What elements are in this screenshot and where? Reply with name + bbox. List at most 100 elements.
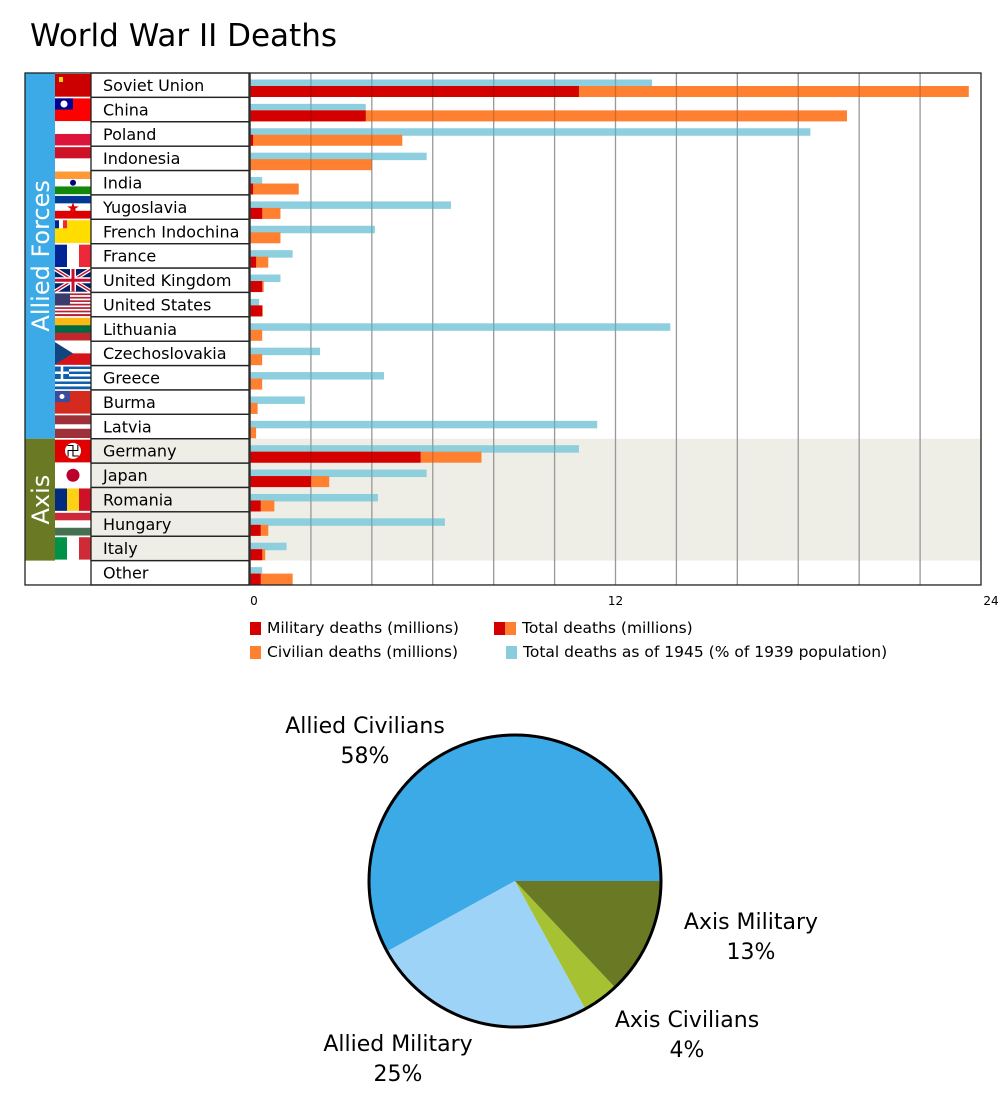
flag-stripe — [55, 122, 91, 135]
bar-total — [250, 427, 257, 439]
pie-label-allied-civilians: Allied Civilians 58% — [270, 712, 460, 772]
flag-stripe — [55, 305, 91, 308]
bar-percent — [250, 518, 445, 526]
bar-percent — [250, 493, 378, 502]
pie-label-name: Allied Civilians — [285, 714, 445, 739]
legend-percent: Total deaths as of 1945 (% of 1939 popul… — [506, 643, 887, 661]
chart-title: World War II Deaths — [30, 18, 337, 54]
yugoslavia-flag-icon: ★ — [55, 195, 91, 219]
bar-percent — [250, 250, 293, 258]
flag-cross — [55, 366, 69, 379]
bar-military — [250, 86, 579, 97]
flag-stripe — [55, 317, 91, 326]
flag-stripe — [67, 537, 80, 560]
category-label: Poland — [103, 125, 156, 144]
category-label: Soviet Union — [103, 76, 204, 95]
flag-stripe — [55, 325, 91, 334]
flag-disc — [66, 468, 80, 482]
group-label: Axis — [27, 475, 55, 525]
poland-flag-icon — [55, 122, 91, 146]
flag-stripe — [55, 527, 91, 536]
category-label: Other — [103, 564, 149, 583]
group-label: Allied Forces — [27, 180, 55, 332]
flag-stripe — [79, 244, 92, 268]
flag-stripe — [55, 186, 91, 195]
flag-disc — [65, 442, 81, 459]
bar-total — [250, 256, 269, 268]
flag-emblem: 卍 — [66, 444, 80, 460]
pie-outline — [367, 733, 663, 1029]
legend-swatch-total-civilian — [505, 621, 516, 635]
category-label: Latvia — [103, 417, 152, 436]
flag-stripe — [55, 74, 91, 97]
bar-total — [250, 402, 258, 414]
french-indochina-flag-icon — [55, 220, 91, 243]
flag-stripe — [55, 295, 91, 298]
flag-stripe — [79, 488, 92, 511]
pie-label-percent: 58% — [340, 744, 390, 769]
flag-stripe — [79, 537, 92, 560]
bar-percent — [250, 298, 260, 307]
legend-total: Total deaths (millions) — [494, 619, 693, 637]
bar-military — [250, 134, 254, 146]
bar-total — [250, 159, 372, 171]
bar-total — [250, 86, 969, 97]
flag-stripe — [55, 210, 91, 219]
latvia-flag-icon — [55, 415, 91, 438]
category-label: Italy — [103, 539, 138, 558]
flag-stripe — [55, 371, 91, 375]
legend-label-percent: Total deaths as of 1945 (% of 1939 popul… — [523, 643, 888, 661]
flag-stripe — [55, 381, 91, 385]
flag-stripe — [55, 512, 91, 521]
category-label: Yugoslavia — [102, 198, 187, 217]
flag-stripe — [55, 314, 91, 317]
bar-percent — [250, 396, 305, 404]
category-label: Czechoslovakia — [103, 344, 227, 363]
italy-flag-icon — [55, 537, 92, 560]
pie-label-axis-civilians: Axis Civilians 4% — [592, 1006, 782, 1066]
bar-total — [250, 232, 281, 244]
us-flag-icon — [55, 293, 91, 317]
bar-total — [250, 134, 403, 146]
flag-canton — [63, 220, 67, 229]
flag-stripe — [55, 302, 91, 305]
category-label: France — [103, 247, 156, 266]
pie-label-percent: 25% — [373, 1062, 423, 1087]
flag-stripe — [55, 433, 91, 438]
flag-stripe — [55, 332, 91, 341]
group-band-axis — [25, 438, 55, 561]
legend-swatch-civilian — [250, 645, 261, 659]
flag-stripe — [55, 419, 91, 425]
category-label: Hungary — [103, 515, 171, 534]
category-label: French Indochina — [103, 222, 239, 241]
bar-military — [250, 500, 261, 512]
flag-stripe — [55, 378, 91, 382]
x-tick-label: 24 — [983, 594, 998, 608]
bar-percent — [250, 103, 366, 112]
bar-military — [250, 451, 421, 463]
flag-stripe — [55, 366, 91, 370]
legend-swatch-military — [250, 621, 261, 635]
hungary-flag-icon — [55, 512, 91, 536]
bar-military — [250, 524, 261, 536]
bar-percent — [250, 201, 452, 209]
bar-percent — [250, 152, 427, 161]
greece-flag-icon — [55, 366, 91, 390]
pie-label-name: Axis Military — [683, 910, 819, 935]
flag-stripe — [55, 307, 91, 310]
axis-group-background — [91, 438, 981, 561]
burma-flag-icon — [55, 390, 91, 414]
category-label: Burma — [103, 393, 156, 412]
pie-label-name: Axis Civilians — [614, 1008, 760, 1033]
category-label: Germany — [103, 442, 177, 461]
flag-wheel — [70, 179, 76, 186]
flag-stripe — [55, 369, 91, 372]
flag-stripe — [55, 308, 91, 311]
flag-stripe — [55, 488, 68, 511]
india-flag-icon — [55, 171, 91, 195]
pie-label-allied-military: Allied Military 25% — [303, 1030, 493, 1090]
category-label: India — [103, 174, 142, 193]
legend-military: Military deaths (millions) — [250, 619, 459, 637]
pie-label-percent: 13% — [726, 940, 776, 965]
germany-flag-icon: 卍 — [55, 439, 91, 463]
